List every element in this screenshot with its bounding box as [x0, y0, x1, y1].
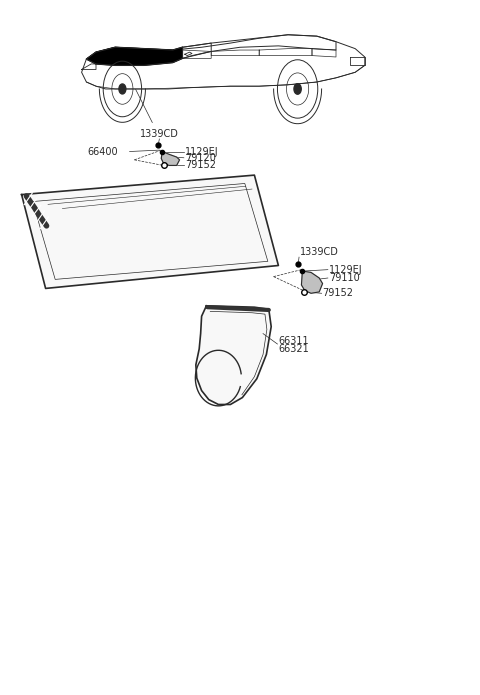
- Text: 66311: 66311: [278, 336, 309, 345]
- Text: 1129EJ: 1129EJ: [185, 147, 218, 156]
- Text: 79152: 79152: [323, 288, 354, 298]
- Text: 1339CD: 1339CD: [300, 247, 339, 257]
- Polygon shape: [301, 271, 323, 293]
- Circle shape: [119, 84, 126, 94]
- Text: 66400: 66400: [87, 147, 118, 156]
- Circle shape: [294, 83, 301, 95]
- Polygon shape: [22, 175, 278, 288]
- Polygon shape: [86, 47, 182, 65]
- Text: 79152: 79152: [185, 161, 216, 170]
- Text: 66321: 66321: [278, 344, 309, 354]
- Polygon shape: [161, 152, 180, 165]
- Polygon shape: [196, 306, 271, 404]
- Text: 79120: 79120: [185, 153, 216, 163]
- Text: 79110: 79110: [329, 273, 360, 283]
- Text: 1129EJ: 1129EJ: [329, 265, 362, 275]
- Text: 1339CD: 1339CD: [140, 129, 179, 139]
